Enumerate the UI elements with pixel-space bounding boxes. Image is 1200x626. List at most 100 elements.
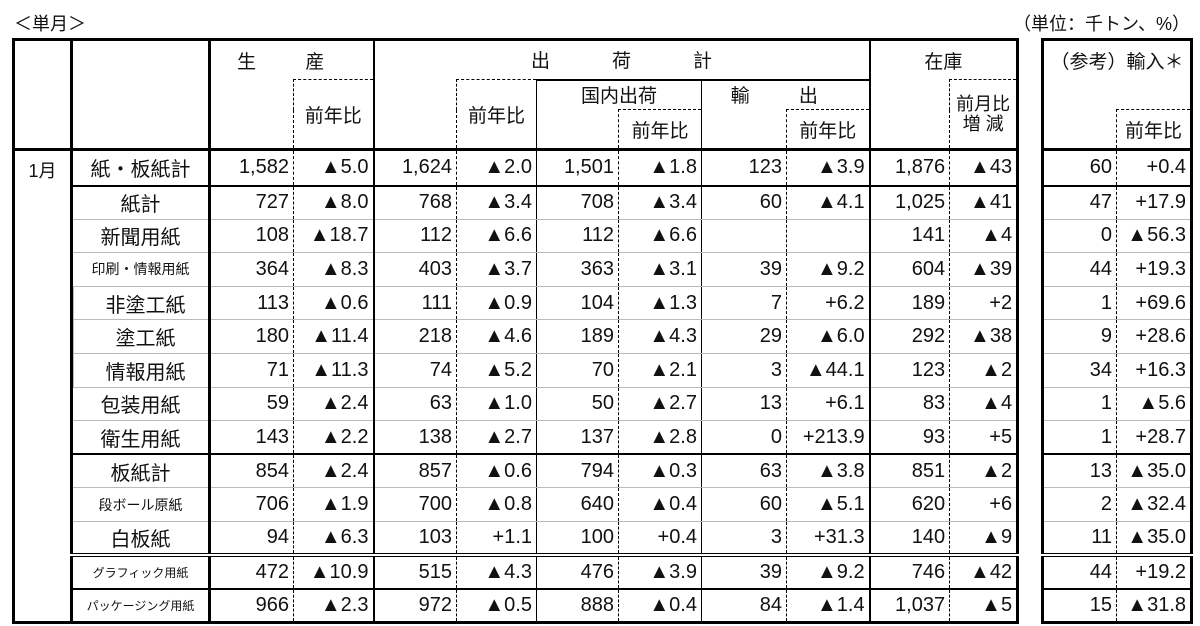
ratio-cell: ▲2.0 (456, 149, 537, 187)
header-shipments: 出荷計 (373, 39, 871, 80)
ratio-cell: ▲9.2 (786, 252, 871, 287)
header-inventory-mom: 前月比 増 減 (949, 79, 1018, 151)
category-name: 情報用紙 (71, 353, 211, 388)
import-row: 2 ▲32.4 (1042, 487, 1192, 522)
import-row: 11 ▲35.0 (1042, 521, 1192, 558)
import-row: 9 +28.6 (1042, 319, 1192, 354)
table-row: 紙計 727 ▲8.0 768 ▲3.4 708 ▲3.4 60 ▲4.1 1,025 ▲41 (14, 185, 1018, 220)
ratio-cell: ▲4 (949, 219, 1018, 254)
ratio-cell: ▲43 (949, 149, 1018, 187)
value-cell: 39 (701, 252, 787, 287)
value-cell: 1,624 (373, 149, 457, 187)
ratio-cell: ▲2.4 (293, 387, 375, 422)
value-cell: 140 (869, 521, 951, 558)
import-ratio-cell: ▲35.0 (1116, 521, 1192, 558)
category-name: 衛生用紙 (71, 420, 211, 456)
import-row: 0 ▲56.3 (1042, 219, 1192, 254)
ratio-cell: ▲0.4 (618, 487, 702, 522)
import-ratio-cell: ▲5.6 (1116, 387, 1192, 422)
ratio-cell: ▲6.6 (618, 219, 702, 254)
ratio-cell: ▲38 (949, 319, 1018, 354)
category-name: 段ボール原紙 (71, 487, 211, 522)
value-cell: 620 (869, 487, 951, 522)
ratio-cell: ▲10.9 (293, 555, 375, 590)
header-import-yoy: 前年比 (1115, 109, 1192, 151)
value-cell: 60 (701, 487, 787, 522)
ratio-cell: ▲2.3 (293, 588, 375, 623)
ratio-cell: ▲39 (949, 252, 1018, 287)
header-domestic-value (536, 109, 619, 151)
value-cell: 700 (373, 487, 457, 522)
value-cell: 108 (209, 219, 294, 254)
unit-caption: （単位：千トン、%） (1013, 14, 1190, 34)
import-row: 44 +19.3 (1042, 252, 1192, 287)
table-row: 非塗工紙 113 ▲0.6 111 ▲0.9 104 ▲1.3 7 +6.2 189 +2 (14, 286, 1018, 321)
import-value-cell: 11 (1042, 521, 1117, 558)
value-cell: 123 (701, 149, 787, 187)
ratio-cell: ▲6.0 (786, 319, 871, 354)
header-inventory-value (869, 79, 950, 151)
import-value-cell: 1 (1042, 420, 1117, 456)
value-cell: 706 (209, 487, 294, 522)
value-cell: 476 (536, 555, 619, 590)
value-cell: 100 (536, 521, 619, 558)
import-ratio-cell: ▲32.4 (1116, 487, 1192, 522)
category-name: 紙・板紙計 (71, 149, 211, 187)
import-row: 47 +17.9 (1042, 185, 1192, 220)
value-cell: 972 (373, 588, 457, 623)
value-cell: 888 (536, 588, 619, 623)
import-ratio-cell: ▲56.3 (1116, 219, 1192, 254)
value-cell: 83 (869, 387, 951, 422)
ratio-cell: ▲8.0 (293, 185, 375, 220)
ratio-cell: ▲3.1 (618, 252, 702, 287)
header-category (71, 39, 211, 151)
ratio-cell: ▲11.4 (293, 319, 375, 354)
ratio-cell: ▲6.3 (293, 521, 375, 558)
value-cell: 70 (536, 353, 619, 388)
header-production-label: 生 産 (237, 51, 347, 73)
value-cell: 3 (701, 353, 787, 388)
value-cell: 708 (536, 185, 619, 220)
import-value-cell: 1 (1042, 387, 1117, 422)
ratio-cell: ▲0.9 (456, 286, 537, 321)
value-cell: 0 (701, 420, 787, 456)
ratio-cell: +6 (949, 487, 1018, 522)
ratio-cell: ▲5.2 (456, 353, 537, 388)
import-value-cell: 1 (1042, 286, 1117, 321)
value-cell (701, 219, 787, 254)
import-ratio-cell: +19.3 (1116, 252, 1192, 287)
category-name: 紙計 (71, 185, 211, 220)
value-cell: 141 (869, 219, 951, 254)
category-name: 包装用紙 (71, 387, 211, 422)
import-ratio-cell: +0.4 (1116, 149, 1192, 187)
ratio-cell: ▲8.3 (293, 252, 375, 287)
value-cell: 60 (701, 185, 787, 220)
value-cell: 794 (536, 454, 619, 489)
category-name: 印刷・情報用紙 (71, 252, 211, 287)
ratio-cell: ▲11.3 (293, 353, 375, 388)
import-row: 1 +28.7 (1042, 420, 1192, 456)
value-cell: 854 (209, 454, 294, 489)
table-row: 情報用紙 71 ▲11.3 74 ▲5.2 70 ▲2.1 3 ▲44.1 123 ▲2 (14, 353, 1018, 388)
import-ratio-cell: +69.6 (1116, 286, 1192, 321)
import-ratio-cell: +28.6 (1116, 319, 1192, 354)
ratio-cell: +6.2 (786, 286, 871, 321)
value-cell: 1,025 (869, 185, 951, 220)
ratio-cell: ▲5.0 (293, 149, 375, 187)
import-row: 44 +19.2 (1042, 555, 1192, 590)
ratio-cell: +0.4 (618, 521, 702, 558)
ratio-cell: ▲2 (949, 353, 1018, 388)
category-name: 白板紙 (71, 521, 211, 558)
main-statistics-table: 生 産 出荷計 在庫 前年比 前年比 国内出荷 輸 出 前月比 増 減 前年比 … (12, 38, 1020, 624)
value-cell: 218 (373, 319, 457, 354)
ratio-cell: ▲2.2 (293, 420, 375, 456)
ratio-cell: ▲1.4 (786, 588, 871, 623)
header-export-label: 輸 出 (730, 86, 840, 108)
category-name: 板紙計 (71, 454, 211, 489)
ratio-cell: ▲4.6 (456, 319, 537, 354)
table-row: グラフィック用紙 472 ▲10.9 515 ▲4.3 476 ▲3.9 39 ▲9.2 746 ▲… (14, 555, 1018, 590)
value-cell: 59 (209, 387, 294, 422)
ratio-cell: ▲1.9 (293, 487, 375, 522)
ratio-cell (786, 219, 871, 254)
value-cell: 180 (209, 319, 294, 354)
